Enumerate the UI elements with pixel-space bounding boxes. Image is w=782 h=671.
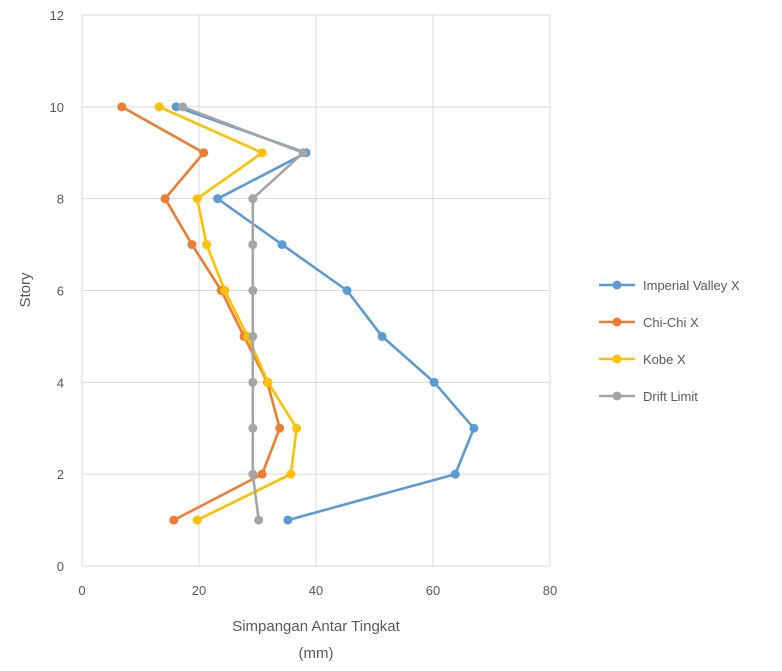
x-tick-label: 80 [543, 583, 557, 598]
data-point [248, 469, 258, 479]
data-point [160, 194, 170, 204]
data-point [154, 102, 164, 112]
data-point [450, 469, 460, 479]
data-point [248, 240, 258, 250]
data-point [117, 102, 127, 112]
y-tick-label: 12 [50, 8, 64, 23]
data-point [275, 423, 285, 433]
legend: Imperial Valley X Chi-Chi X Kobe X Drift Li… [599, 278, 740, 404]
data-point [298, 148, 308, 158]
data-point [220, 286, 230, 295]
data-point [277, 240, 287, 250]
series-layer [117, 102, 479, 525]
data-point [192, 515, 202, 525]
data-point [292, 423, 302, 433]
y-tick-label: 4 [57, 375, 64, 390]
axis-layer: 0 2 4 6 8 10 12 0 20 40 60 80 [50, 8, 558, 598]
data-point [469, 423, 479, 433]
data-point [377, 331, 387, 341]
data-point [187, 240, 197, 250]
data-point [248, 423, 258, 433]
data-point [199, 148, 209, 158]
y-tick-label: 2 [57, 467, 64, 482]
y-tick-label: 0 [57, 559, 64, 574]
legend-marker [612, 354, 622, 364]
data-point [248, 286, 258, 295]
y-tick-label: 6 [57, 284, 64, 299]
x-tick-label: 0 [78, 583, 85, 598]
data-point [192, 194, 202, 204]
x-tick-label: 40 [309, 583, 323, 598]
y-tick-label: 8 [57, 192, 64, 207]
data-point [202, 240, 212, 250]
legend-marker [612, 317, 622, 327]
data-point [248, 377, 258, 387]
series-line [175, 105, 476, 522]
data-point [286, 469, 296, 479]
legend-label: Chi-Chi X [643, 315, 699, 330]
data-point [213, 194, 223, 204]
legend-marker [612, 280, 622, 290]
data-point [169, 515, 179, 525]
legend-label: Kobe X [643, 352, 686, 367]
data-point [257, 148, 267, 158]
x-axis-unit: (mm) [299, 645, 334, 662]
x-tick-label: 20 [192, 583, 206, 598]
data-point [263, 377, 273, 387]
data-point [257, 469, 267, 479]
legend-label: Drift Limit [643, 389, 698, 404]
y-axis-title: Story [17, 272, 34, 308]
grid-layer [81, 14, 551, 567]
legend-marker [612, 391, 622, 401]
data-point [248, 331, 258, 341]
data-point [171, 102, 181, 112]
series-line [158, 105, 298, 522]
data-point [254, 515, 264, 525]
x-axis-title: Simpangan Antar Tingkat [232, 618, 400, 635]
data-point [342, 286, 352, 295]
series-line [182, 105, 305, 521]
x-tick-label: 60 [426, 583, 440, 598]
y-tick-label: 10 [50, 100, 64, 115]
data-point [178, 102, 188, 112]
legend-label: Imperial Valley X [643, 278, 740, 293]
data-point [429, 377, 439, 387]
series-line [121, 105, 281, 522]
data-point [283, 515, 293, 525]
data-point [248, 194, 258, 204]
